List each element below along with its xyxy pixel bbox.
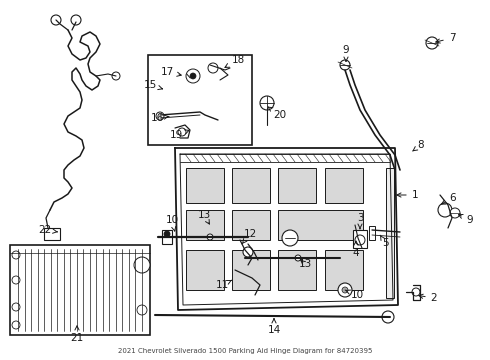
Bar — [232, 210, 270, 240]
Circle shape — [190, 73, 196, 79]
Circle shape — [282, 230, 298, 246]
Text: 7: 7 — [436, 33, 455, 43]
Bar — [10, 245, 150, 335]
Circle shape — [51, 15, 61, 25]
Bar — [369, 226, 375, 240]
Circle shape — [382, 311, 394, 323]
Circle shape — [340, 60, 350, 70]
Bar — [148, 55, 252, 145]
Bar — [186, 210, 224, 240]
Circle shape — [137, 305, 147, 315]
Circle shape — [12, 276, 20, 284]
Text: 5: 5 — [380, 235, 388, 248]
Circle shape — [438, 203, 452, 217]
Text: 22: 22 — [38, 225, 57, 235]
Text: 13: 13 — [298, 259, 312, 269]
Text: 11: 11 — [216, 280, 231, 290]
Circle shape — [71, 15, 81, 25]
Text: 10: 10 — [345, 290, 364, 300]
Text: 2021 Chevrolet Silverado 1500 Parking Aid Hinge Diagram for 84720395: 2021 Chevrolet Silverado 1500 Parking Ai… — [118, 348, 372, 354]
Bar — [186, 250, 224, 290]
Circle shape — [186, 69, 200, 83]
Text: 1: 1 — [397, 190, 418, 200]
Text: 2: 2 — [419, 293, 437, 303]
Text: 15: 15 — [144, 80, 163, 90]
Circle shape — [112, 72, 120, 80]
Bar — [278, 168, 316, 203]
Bar — [44, 228, 60, 240]
Circle shape — [134, 257, 150, 273]
Circle shape — [295, 255, 301, 261]
Text: 4: 4 — [353, 241, 359, 258]
Circle shape — [450, 208, 460, 218]
Circle shape — [156, 112, 164, 120]
Text: 10: 10 — [166, 215, 178, 231]
Bar — [325, 250, 363, 290]
Text: 9: 9 — [459, 215, 473, 225]
Text: 12: 12 — [242, 229, 257, 244]
Circle shape — [243, 247, 253, 257]
Text: 21: 21 — [71, 326, 84, 343]
Text: 17: 17 — [160, 67, 181, 77]
Circle shape — [426, 37, 438, 49]
Text: 13: 13 — [197, 210, 211, 224]
Bar — [353, 230, 367, 248]
Circle shape — [12, 251, 20, 259]
Circle shape — [207, 234, 213, 240]
Bar — [325, 168, 363, 203]
Circle shape — [12, 321, 20, 329]
Circle shape — [164, 231, 170, 237]
Circle shape — [355, 235, 365, 245]
Bar — [278, 210, 363, 240]
Text: 6: 6 — [441, 193, 456, 204]
Text: 8: 8 — [413, 140, 424, 151]
Bar — [232, 168, 270, 203]
Text: 18: 18 — [225, 55, 245, 67]
Text: 14: 14 — [268, 319, 281, 335]
Circle shape — [208, 63, 218, 73]
Circle shape — [260, 96, 274, 110]
Bar — [232, 250, 270, 290]
Text: 20: 20 — [268, 107, 287, 120]
Circle shape — [12, 303, 20, 311]
Bar — [278, 250, 316, 290]
Circle shape — [412, 288, 420, 296]
Text: 19: 19 — [170, 130, 189, 140]
Bar — [162, 230, 172, 244]
Circle shape — [342, 287, 348, 293]
Circle shape — [338, 283, 352, 297]
Text: 16: 16 — [150, 113, 169, 123]
Circle shape — [178, 128, 186, 136]
Text: 9: 9 — [343, 45, 349, 61]
Bar — [186, 168, 224, 203]
Bar — [386, 168, 394, 298]
Text: 3: 3 — [357, 213, 363, 229]
